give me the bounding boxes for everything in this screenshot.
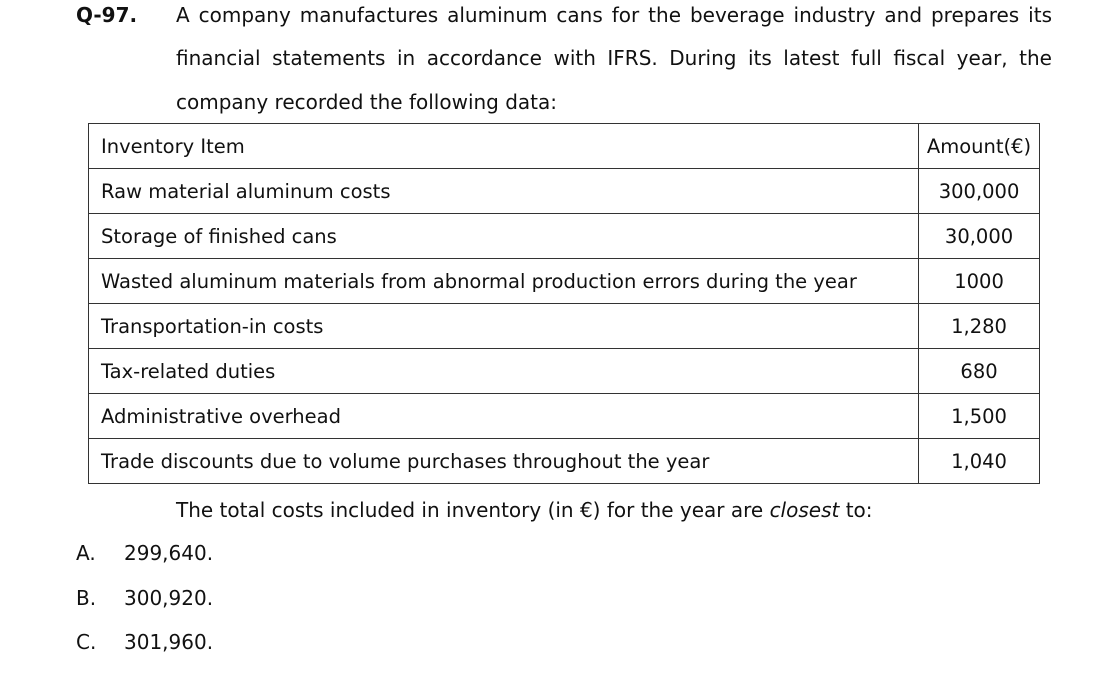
row-item: Storage of finished cans bbox=[87, 213, 920, 259]
inventory-table: Inventory Item Amount(€) Raw material al… bbox=[87, 123, 1040, 484]
row-amount: 1000 bbox=[918, 258, 1040, 304]
table-row: Storage of finished cans 30,000 bbox=[87, 213, 1040, 259]
row-amount: 680 bbox=[918, 348, 1040, 394]
table-row: Wasted aluminum materials from abnormal … bbox=[87, 258, 1040, 304]
row-item: Transportation-in costs bbox=[87, 303, 920, 349]
table-header-row: Inventory Item Amount(€) bbox=[87, 123, 1040, 169]
prompt-text-before: The total costs included in inventory (i… bbox=[176, 498, 770, 522]
question-stem-line-3: company recorded the following data: bbox=[176, 90, 558, 114]
row-amount: 1,500 bbox=[918, 393, 1040, 439]
question-number: Q-97. bbox=[76, 3, 138, 27]
row-amount: 300,000 bbox=[918, 168, 1040, 214]
option-value: 300,920. bbox=[124, 586, 214, 610]
row-item: Trade discounts due to volume purchases … bbox=[87, 438, 920, 484]
table-row: Administrative overhead 1,500 bbox=[87, 393, 1040, 439]
row-amount: 30,000 bbox=[918, 213, 1040, 259]
row-amount: 1,040 bbox=[918, 438, 1040, 484]
option-value: 299,640. bbox=[124, 541, 214, 565]
option-letter: B. bbox=[76, 586, 97, 610]
row-amount: 1,280 bbox=[918, 303, 1040, 349]
row-item: Tax-related duties bbox=[87, 348, 920, 394]
row-item: Raw material aluminum costs bbox=[87, 168, 920, 214]
table-row: Tax-related duties 680 bbox=[87, 348, 1040, 394]
table-row: Raw material aluminum costs 300,000 bbox=[87, 168, 1040, 214]
table-row: Transportation-in costs 1,280 bbox=[87, 303, 1040, 349]
option-value: 301,960. bbox=[124, 630, 214, 654]
table-row: Trade discounts due to volume purchases … bbox=[87, 438, 1040, 484]
question-stem-line-1: A company manufactures aluminum cans for… bbox=[176, 3, 1052, 27]
question-prompt: The total costs included in inventory (i… bbox=[176, 497, 873, 523]
prompt-emphasis: closest bbox=[769, 498, 840, 522]
option-letter: C. bbox=[76, 630, 97, 654]
header-amount: Amount(€) bbox=[918, 123, 1040, 169]
row-item: Administrative overhead bbox=[87, 393, 920, 439]
option-letter: A. bbox=[76, 541, 96, 565]
prompt-text-after: to: bbox=[839, 498, 873, 522]
header-inventory-item: Inventory Item bbox=[87, 123, 920, 169]
row-item: Wasted aluminum materials from abnormal … bbox=[87, 258, 920, 304]
question-stem-line-2: financial statements in accordance with … bbox=[176, 46, 1052, 70]
